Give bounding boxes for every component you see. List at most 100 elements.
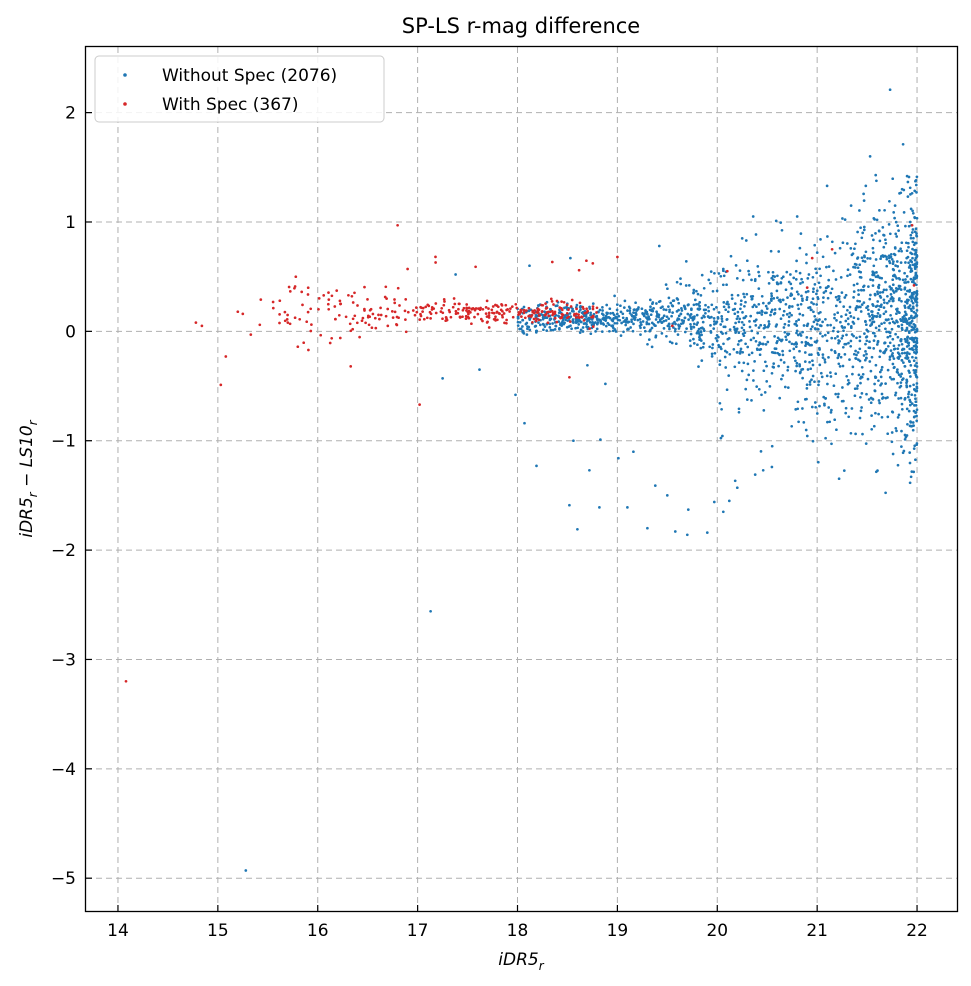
point-without-spec (585, 325, 588, 329)
point-with-spec (575, 307, 578, 311)
point-without-spec (870, 310, 873, 313)
point-without-spec (852, 352, 856, 356)
point-with-spec (236, 310, 240, 314)
point-without-spec (689, 322, 692, 326)
point-without-spec (862, 285, 865, 289)
point-without-spec (872, 320, 876, 324)
point-without-spec (579, 308, 582, 311)
point-without-spec (601, 322, 605, 325)
point-without-spec (811, 363, 815, 367)
point-with-spec (448, 310, 452, 314)
point-without-spec (570, 327, 573, 331)
point-without-spec (881, 226, 885, 229)
point-without-spec (896, 265, 900, 268)
point-without-spec (909, 251, 912, 255)
point-with-spec (454, 312, 458, 316)
point-without-spec (874, 326, 878, 330)
point-without-spec (807, 343, 811, 346)
point-without-spec (775, 289, 779, 293)
point-without-spec (558, 327, 561, 330)
point-without-spec (643, 329, 647, 333)
point-with-spec (124, 679, 128, 683)
point-with-spec (501, 315, 504, 319)
point-with-spec (523, 316, 527, 320)
point-without-spec (835, 428, 838, 432)
point-without-spec (907, 317, 911, 321)
point-with-spec (487, 307, 490, 310)
point-without-spec (888, 261, 892, 265)
point-without-spec (884, 238, 887, 242)
point-without-spec (899, 338, 903, 341)
point-without-spec (914, 271, 918, 275)
point-without-spec (778, 352, 781, 356)
point-with-spec (391, 316, 395, 319)
point-with-spec (434, 261, 437, 264)
point-with-spec (398, 304, 401, 307)
point-without-spec (795, 290, 799, 294)
point-without-spec (857, 270, 861, 273)
point-without-spec (890, 353, 894, 357)
point-without-spec (804, 428, 808, 432)
point-without-spec (742, 328, 746, 332)
point-with-spec (350, 294, 354, 298)
point-without-spec (657, 244, 661, 248)
point-with-spec (506, 308, 510, 311)
point-without-spec (732, 325, 736, 329)
point-without-spec (808, 380, 812, 384)
point-without-spec (710, 303, 714, 307)
point-without-spec (756, 331, 760, 335)
point-with-spec (356, 304, 359, 307)
point-with-spec (306, 293, 310, 296)
point-with-spec (540, 310, 544, 314)
point-without-spec (656, 320, 660, 324)
point-with-spec (294, 275, 298, 279)
point-without-spec (910, 314, 913, 318)
point-without-spec (903, 317, 907, 320)
point-with-spec (487, 314, 491, 317)
point-without-spec (559, 323, 562, 327)
point-with-spec (258, 323, 262, 327)
point-without-spec (558, 308, 561, 312)
point-without-spec (852, 283, 856, 287)
point-without-spec (895, 307, 898, 311)
point-without-spec (628, 306, 632, 310)
point-without-spec (896, 463, 900, 467)
point-with-spec (912, 284, 916, 287)
point-without-spec (888, 331, 892, 335)
point-without-spec (747, 353, 751, 357)
point-without-spec (777, 364, 780, 368)
point-without-spec (825, 339, 829, 343)
point-without-spec (725, 317, 729, 321)
point-without-spec (848, 311, 852, 315)
y-tick-label: −1 (51, 432, 76, 452)
point-with-spec (317, 297, 321, 300)
point-without-spec (884, 241, 888, 245)
point-with-spec (406, 310, 410, 314)
point-without-spec (859, 395, 862, 399)
point-without-spec (615, 312, 619, 316)
point-without-spec (818, 286, 822, 289)
point-without-spec (837, 352, 841, 356)
point-with-spec (337, 313, 341, 317)
point-without-spec (905, 326, 909, 330)
point-without-spec (869, 293, 872, 297)
point-without-spec (679, 282, 683, 286)
point-without-spec (581, 326, 585, 329)
point-without-spec (857, 288, 860, 292)
point-without-spec (909, 337, 913, 341)
point-without-spec (874, 411, 877, 415)
point-without-spec (679, 312, 683, 316)
point-without-spec (818, 363, 822, 367)
point-without-spec (900, 326, 904, 330)
point-without-spec (741, 278, 745, 282)
point-without-spec (594, 321, 597, 324)
point-without-spec (848, 305, 852, 309)
point-without-spec (763, 391, 767, 394)
point-with-spec (384, 285, 388, 289)
point-without-spec (575, 303, 579, 307)
point-without-spec (737, 331, 741, 335)
point-without-spec (880, 322, 883, 326)
point-without-spec (748, 325, 752, 329)
point-without-spec (542, 328, 545, 332)
point-without-spec (859, 310, 863, 313)
